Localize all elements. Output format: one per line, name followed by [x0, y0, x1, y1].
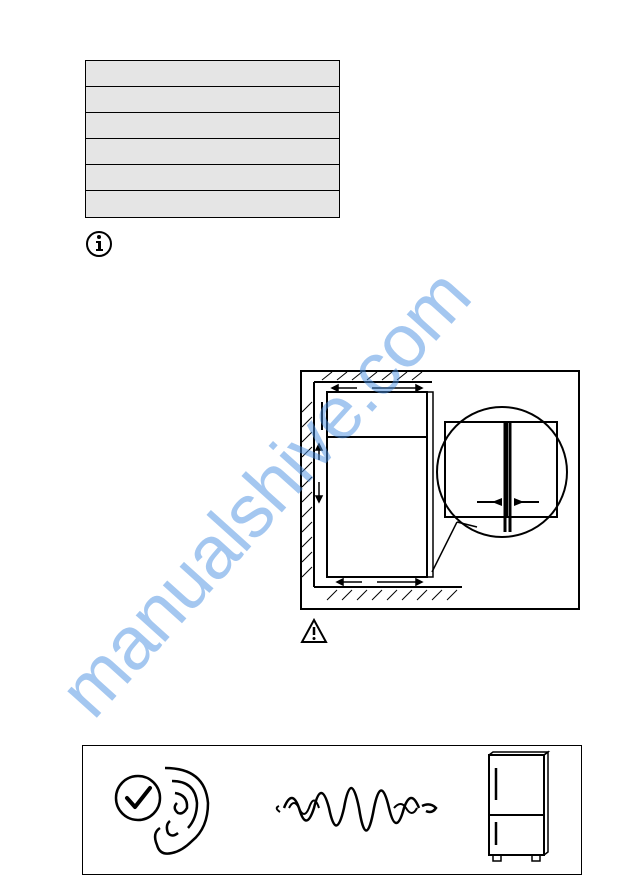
table-row: [86, 61, 339, 87]
sounds-illustration-panel: [82, 745, 582, 875]
ear-check-icon: [110, 753, 240, 868]
table-row: [86, 139, 339, 165]
data-table: [85, 60, 340, 218]
table-row: [86, 165, 339, 191]
table-row: [86, 87, 339, 113]
content-area: [85, 60, 584, 263]
fridge-installation-diagram: [300, 370, 580, 610]
refrigerator-icon: [479, 750, 554, 870]
warning-triangle-icon: [300, 618, 328, 649]
sound-waves-icon: [274, 758, 444, 863]
table-row: [86, 113, 339, 139]
info-icon: [85, 230, 584, 263]
table-row: [86, 191, 339, 217]
